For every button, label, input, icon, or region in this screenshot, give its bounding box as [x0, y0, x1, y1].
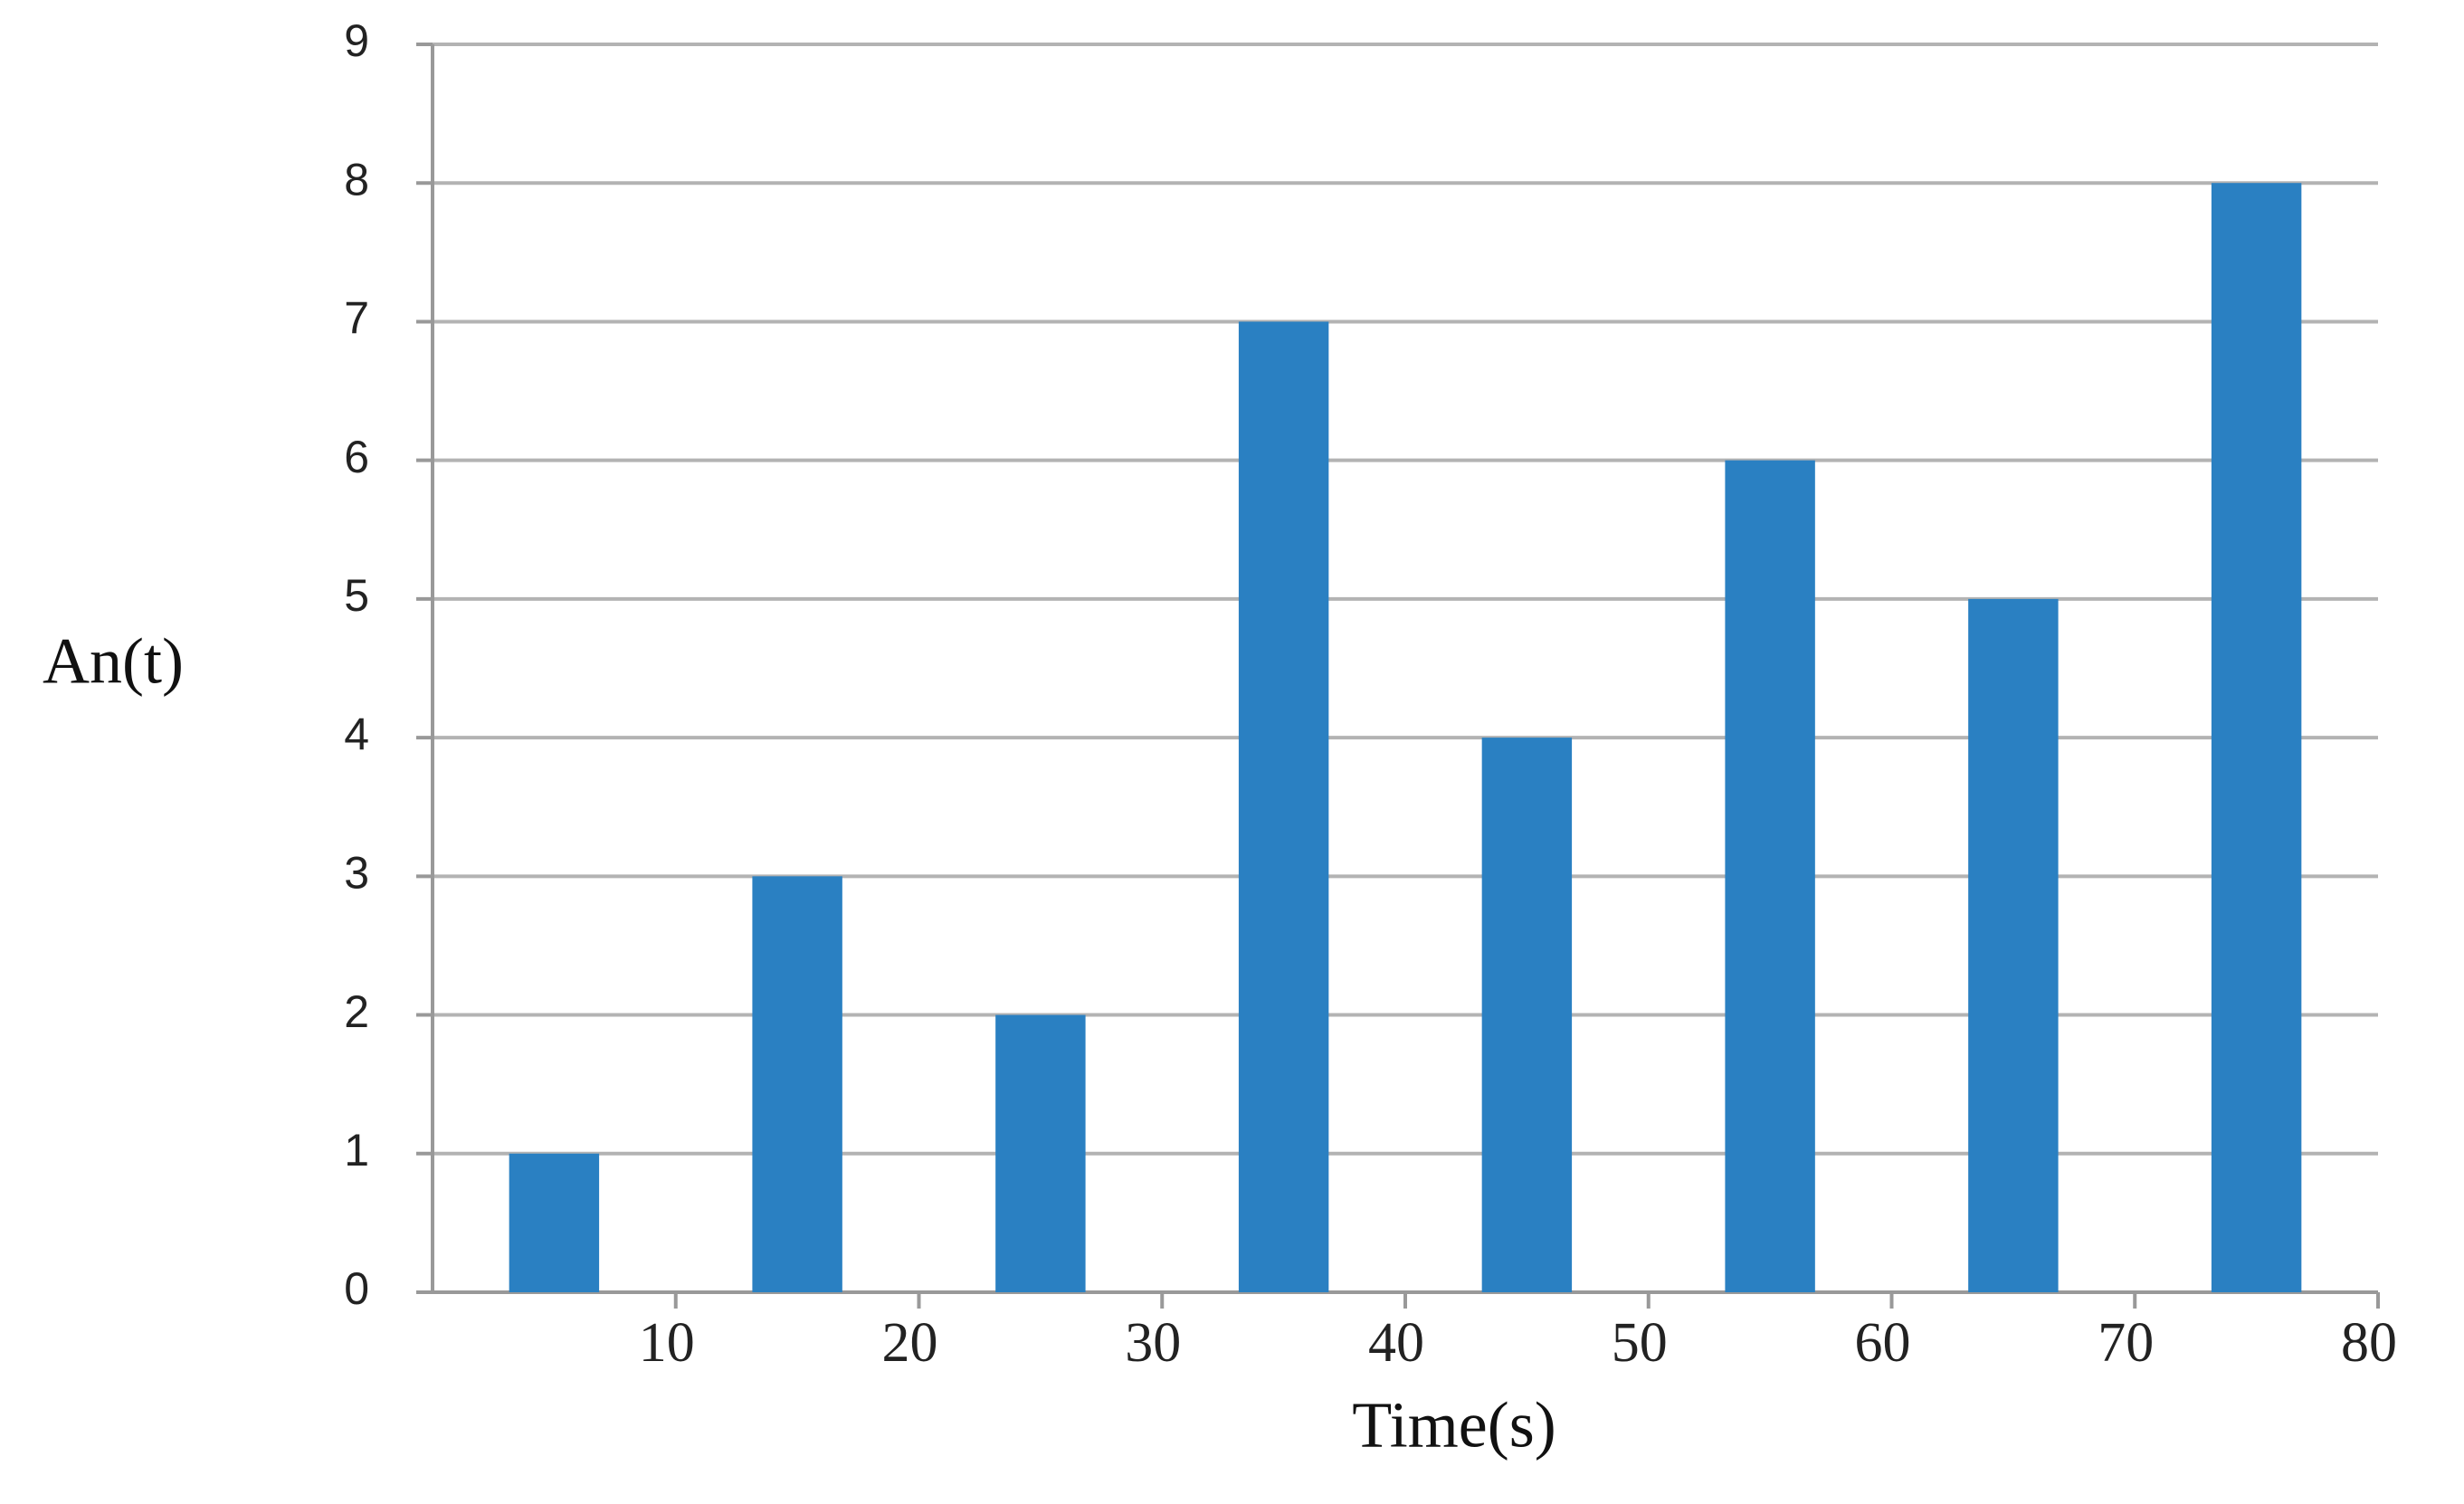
bar: [509, 1153, 600, 1292]
bar: [2211, 183, 2302, 1293]
y-tick-label: 7: [344, 293, 369, 344]
x-tick-label: 60: [1855, 1312, 1911, 1374]
y-tick-label: 5: [344, 570, 369, 621]
y-tick-label: 8: [344, 154, 369, 205]
bar: [1238, 321, 1329, 1292]
x-tick-label: 70: [2098, 1312, 2154, 1374]
y-tick-label: 4: [344, 709, 369, 759]
x-tick-label: 40: [1368, 1312, 1424, 1374]
bar: [752, 876, 842, 1292]
x-tick-label: 50: [1612, 1312, 1668, 1374]
y-axis-label: An(t): [43, 625, 184, 698]
bar: [1968, 598, 2059, 1292]
y-tick-label: 0: [344, 1263, 369, 1314]
x-axis-label: Time(s): [1352, 1389, 1555, 1461]
y-tick-label: 1: [344, 1125, 369, 1176]
y-tick-label: 9: [344, 15, 369, 66]
x-tick-label: 30: [1125, 1312, 1181, 1374]
bar: [1481, 738, 1573, 1292]
y-tick-label: 2: [344, 986, 369, 1037]
bar: [995, 1014, 1086, 1292]
bar: [1725, 460, 1815, 1293]
x-tick-label: 80: [2341, 1312, 2397, 1374]
x-tick-label: 10: [639, 1312, 695, 1374]
y-tick-label: 3: [344, 848, 369, 899]
x-tick-label: 20: [882, 1312, 938, 1374]
y-tick-label: 6: [344, 432, 369, 482]
